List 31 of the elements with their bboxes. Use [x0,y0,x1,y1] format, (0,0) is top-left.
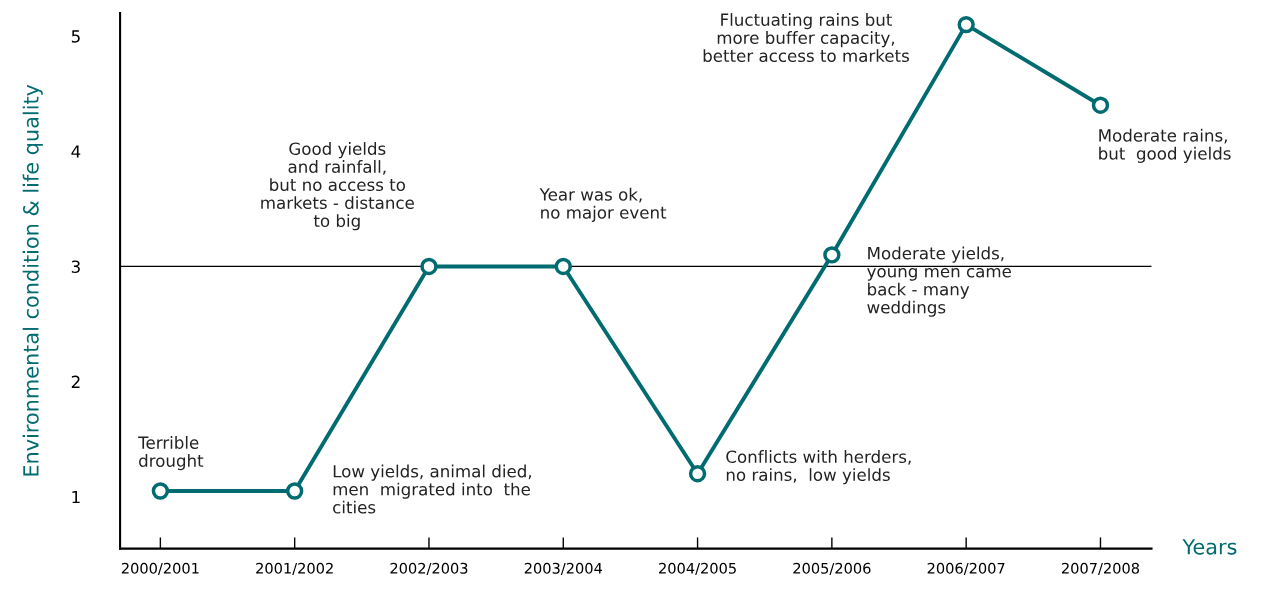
x-tick-label: 2005/2006 [793,562,871,575]
point [285,482,304,500]
x-tick-label: 2000/2001 [121,562,199,575]
x-tick-label: 2004/2005 [659,562,736,575]
point [151,482,170,500]
y-tick-label: 3 [71,260,80,274]
annotation: Good yields and rainfall, but no access to markets - distance to big [261,142,414,231]
annotation: Year was ok, no major event [539,187,667,222]
annotation: Moderate rains, but good yields [1099,128,1231,163]
point [823,246,841,264]
x-axis-title: Years [1182,539,1237,555]
x-tick-label: 2003/2004 [524,562,603,575]
annotation: Terrible drought [138,436,204,471]
annotation: Low yields, animal died, men migrated into the cities [333,464,532,514]
annotation: Conflicts with herders, no rains, low yields [726,450,911,485]
y-tick-label: 4 [71,145,81,158]
point [957,15,975,34]
point [688,465,707,483]
y-tick-label: 5 [71,30,80,43]
annotation: Moderate yields, young men came back - many weddings [867,246,1011,317]
point [1091,96,1110,114]
y-tick-label: 1 [72,490,80,504]
annotation: Fluctuating rains but more buffer capacity, better access to markets [703,13,909,63]
y-axis-title: Environmental condition & life quality [22,84,43,476]
x-tick-label: 2001/2002 [256,562,333,575]
x-tick-label: 2006/2007 [927,562,1005,575]
point [420,257,438,276]
x-tick-label: 2007/2008 [1061,562,1140,575]
x-tick-label: 2002/2003 [390,562,468,575]
y-tick-label: 2 [71,375,80,388]
point [554,257,572,276]
